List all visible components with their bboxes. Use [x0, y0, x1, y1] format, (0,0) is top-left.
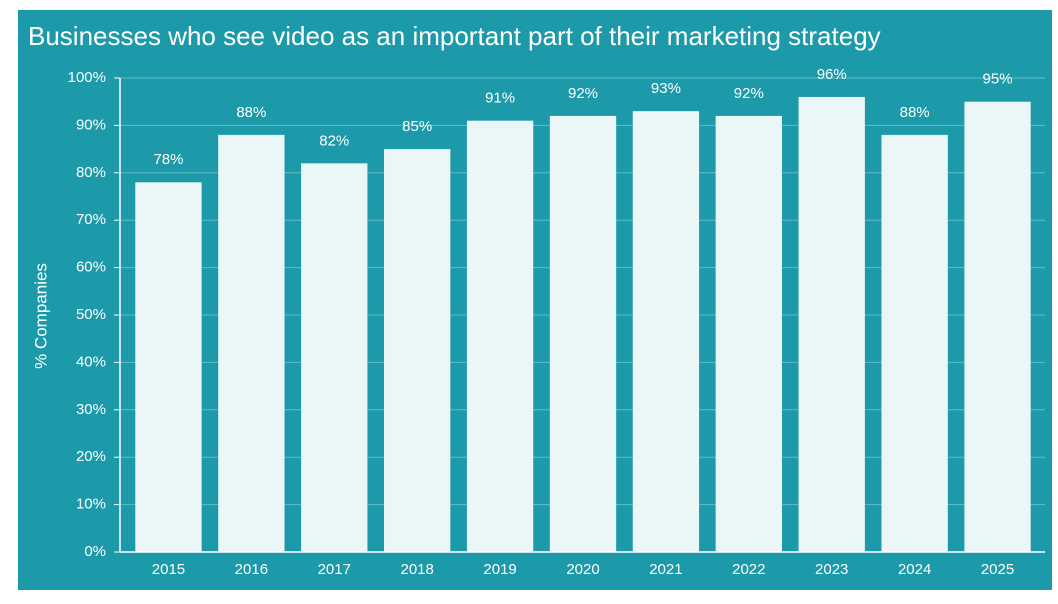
x-tick-label: 2017	[318, 561, 351, 578]
data-label: 92%	[568, 85, 598, 102]
x-tick-label: 2023	[815, 561, 848, 578]
x-tick-label: 2025	[981, 561, 1014, 578]
data-label: 92%	[734, 85, 764, 102]
bar	[301, 163, 368, 552]
data-label: 96%	[817, 66, 847, 83]
data-label: 93%	[651, 80, 681, 97]
x-tick-label: 2022	[732, 561, 765, 578]
data-label: 85%	[402, 118, 432, 135]
x-tick-label: 2024	[898, 561, 931, 578]
y-tick-label: 0%	[84, 543, 106, 560]
bar	[964, 101, 1031, 552]
bar	[466, 120, 534, 552]
y-tick-label: 50%	[76, 306, 106, 323]
y-tick-label: 100%	[68, 69, 106, 86]
data-label: 91%	[485, 90, 515, 107]
data-label: 78%	[153, 151, 183, 168]
data-label: 88%	[236, 104, 266, 121]
bar	[549, 115, 617, 553]
x-tick-label: 2021	[649, 561, 682, 578]
x-tick-label: 2016	[235, 561, 268, 578]
chart-title: Businesses who see video as an important…	[28, 21, 881, 51]
y-tick-label: 40%	[76, 353, 106, 370]
bar	[218, 134, 285, 552]
x-tick-label: 2019	[483, 561, 516, 578]
bar	[632, 111, 700, 553]
x-tick-label: 2018	[400, 561, 433, 578]
bar	[135, 182, 202, 552]
x-tick-label: 2020	[566, 561, 599, 578]
y-tick-label: 70%	[76, 211, 106, 228]
bar	[715, 115, 782, 553]
y-tick-label: 30%	[76, 401, 106, 418]
x-tick-label: 2015	[152, 561, 185, 578]
data-label: 82%	[319, 132, 349, 149]
bar	[798, 96, 865, 553]
y-tick-label: 60%	[76, 259, 106, 276]
bar	[384, 149, 451, 552]
y-tick-label: 10%	[76, 496, 106, 513]
y-tick-label: 80%	[76, 164, 106, 181]
data-label: 95%	[983, 71, 1013, 88]
data-label: 88%	[900, 104, 930, 121]
bar	[881, 134, 948, 552]
y-tick-label: 20%	[76, 448, 106, 465]
y-axis-label: % Companies	[31, 263, 50, 369]
y-tick-label: 90%	[76, 116, 106, 133]
